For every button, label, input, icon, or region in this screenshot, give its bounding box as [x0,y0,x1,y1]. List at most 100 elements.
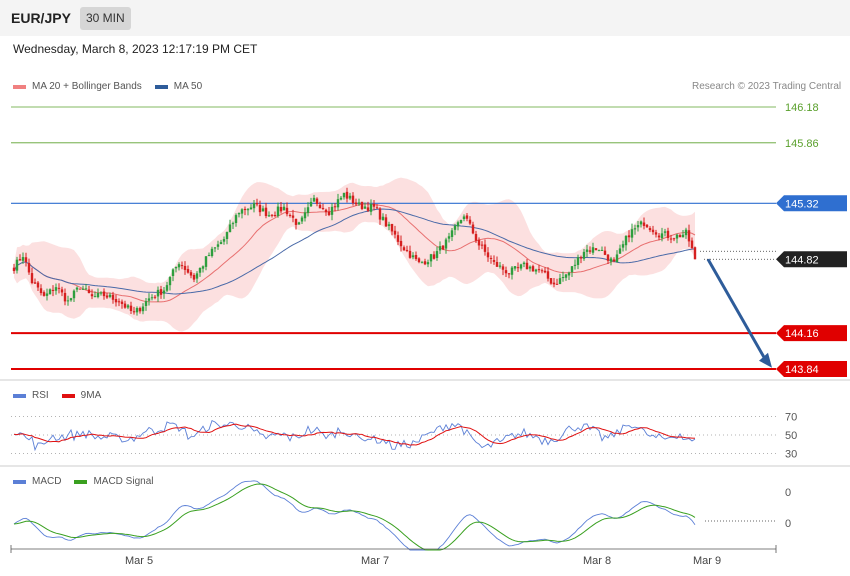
candle-body [468,219,472,224]
candle-body [144,301,148,307]
candle-body [51,289,55,291]
resistance-tag [776,195,847,212]
candle-body [540,270,544,272]
candle-body [123,303,127,308]
candle-body [321,207,325,209]
candle-body [252,203,256,209]
candle-body [117,301,121,303]
candle-body [189,272,193,276]
candle-body [90,294,94,297]
rsi-ma-legend-swatch [61,393,75,398]
candle-body [60,289,64,293]
candle-body [72,290,76,299]
target-label: 146.18 [785,102,819,114]
candle-body [324,209,328,213]
candle-body [348,195,352,199]
candle-body [186,269,190,273]
candle-body [603,250,607,255]
candle-body [198,268,202,273]
timeframe-badge[interactable]: 30 MIN [80,7,131,30]
candle-body [396,235,400,242]
candle-body [357,202,361,204]
candle-body [114,298,118,303]
candle-body [492,260,496,262]
candle-body [687,230,691,242]
candle-body [531,266,535,272]
candle-body [636,225,640,228]
support-tag [776,325,847,342]
candle-body [579,257,583,259]
candle-body [249,207,253,210]
macd-signal-legend-label: MACD Signal [93,476,154,487]
candle-body [381,216,385,221]
candle-body [585,249,589,252]
candle-body [360,201,364,209]
candle-body [168,277,172,286]
symbol-label: EUR/JPY [11,10,71,26]
candle-body [207,255,211,257]
candle-body [546,271,550,279]
candle-body [12,267,16,272]
candle-body [408,250,412,258]
candle-body [537,269,541,271]
rsi-legend: RSI 9MA [13,390,101,401]
candle-body [48,289,52,295]
candle-body [543,270,547,273]
candle-body [426,262,430,265]
candle-body [597,250,601,252]
candle-body [564,274,568,278]
candle-body [552,282,556,285]
macd-signal-legend-swatch [74,479,88,484]
candle-body [591,247,595,253]
candle-body [645,224,649,228]
candle-body [282,206,286,211]
target-label: 145.86 [785,138,819,150]
macd-tick-label: 0 [785,518,791,530]
candle-body [33,282,37,284]
candle-body [510,267,514,275]
candle-body [384,217,388,227]
candle-body [204,256,208,267]
candle-body [465,215,469,219]
candle-body [237,213,241,215]
candle-body [513,266,517,269]
ma20-legend-swatch [13,84,26,89]
candle-body [615,254,619,263]
candle-body [450,230,454,237]
ma20-line [13,203,696,303]
candle-body [369,204,373,212]
candle-body [330,206,334,215]
candle-body [129,305,133,311]
macd-legend-swatch [13,479,26,484]
candle-body [573,264,577,266]
candle-body [621,244,625,248]
candle-body [156,289,160,297]
candle-body [690,240,694,249]
candle-body [279,206,283,212]
candle-body [222,239,226,242]
candle-body [447,236,451,239]
candle-body [372,203,376,207]
candle-body [318,204,322,209]
candle-body [435,251,439,258]
candle-body [312,197,316,202]
candle-body [432,254,436,259]
candle-body [477,239,481,246]
candle-body [273,215,277,217]
rsi-legend-swatch [13,393,26,398]
candle-body [522,262,526,265]
time-tick-label: Mar 5 [125,555,153,567]
candle-body [351,195,355,204]
rsi-panel: 70 50 30 [11,412,797,461]
candle-body [375,207,379,209]
candle-body [534,269,538,272]
candle-body [66,300,70,302]
candle-body [246,209,250,211]
candle-body [120,301,124,304]
candle-body [183,265,187,270]
rsi-legend-label: RSI [32,390,49,401]
candle-body [660,233,664,239]
candle-body [87,289,91,294]
candle-body [663,231,667,233]
candle-body [54,287,58,291]
